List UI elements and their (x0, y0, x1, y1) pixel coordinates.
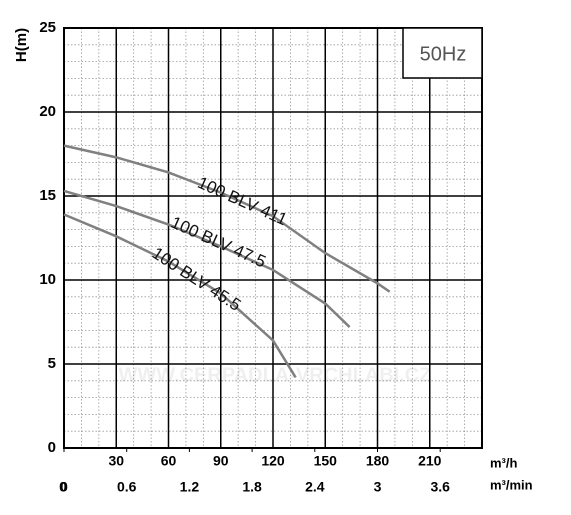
y-tick-label: 20 (39, 103, 56, 120)
x-tick-label: 210 (418, 453, 442, 469)
curve (63, 144, 391, 293)
x-tick-label: 150 (314, 453, 338, 469)
y-tick-label: 15 (39, 187, 56, 204)
x2-tick-label: 0 (60, 479, 68, 495)
x2-axis-label: m³/min (490, 477, 533, 492)
x2-tick-label: 1.8 (242, 479, 262, 495)
x-origin-label: 0 (59, 479, 67, 495)
x-tick-label: 30 (108, 453, 124, 469)
watermark: WWW.CERPADLA-VRCHLABI.CZ (119, 364, 432, 386)
y-tick-label: 0 (48, 439, 56, 456)
y-tick-label: 25 (39, 19, 56, 36)
x-axis-label: m³/h (490, 455, 518, 470)
badge-box (402, 27, 483, 79)
x2-tick-label: 0.6 (117, 479, 137, 495)
y-tick-label: 10 (39, 271, 56, 288)
x2-tick-label: 2.4 (305, 479, 325, 495)
x2-tick-label: 1.2 (180, 479, 200, 495)
curve (63, 213, 297, 379)
y-axis-label: H(m) (13, 28, 30, 62)
y-tick-label: 5 (48, 355, 56, 372)
badge: 50Hz (420, 43, 467, 65)
x-tick-label: 120 (261, 453, 285, 469)
x-tick-label: 180 (366, 453, 390, 469)
x-tick-label: 90 (213, 453, 229, 469)
x2-tick-label: 3 (374, 479, 382, 495)
curve (63, 189, 351, 328)
curve-label: 100 BLV 411 (195, 173, 290, 229)
x-tick-label: 60 (161, 453, 177, 469)
plot-frame (63, 27, 483, 449)
x2-tick-label: 3.6 (430, 479, 450, 495)
